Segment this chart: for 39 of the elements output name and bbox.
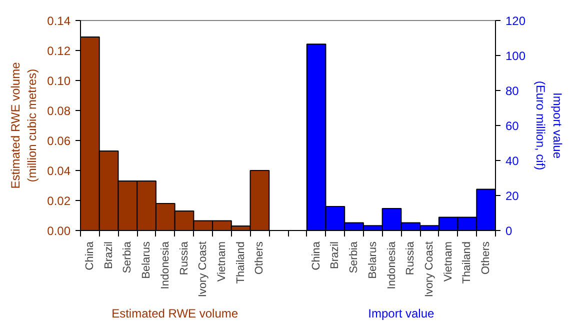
x-tick-label: Thailand xyxy=(461,241,474,284)
y2-tick-label: 80 xyxy=(506,84,520,98)
y2-axis-title: Import value (Euro million, cif) xyxy=(534,80,564,170)
y-tick-label: 0.12 xyxy=(47,44,71,58)
x-tick-label: Indonesia xyxy=(159,240,172,290)
x-tick-label: Others xyxy=(480,241,492,275)
y2-tick-label: 60 xyxy=(506,119,520,133)
x-tick-label: Vietnam xyxy=(216,242,228,282)
y-axis-title: Estimated RWE volume (million cubic metres) xyxy=(8,62,40,189)
y2-tick-label: 0 xyxy=(506,224,512,238)
y-tick-label: 0.10 xyxy=(47,74,71,88)
y2-tick-label: 40 xyxy=(506,154,520,168)
x-tick-label: Ivory Coast xyxy=(197,241,210,298)
x-tick-label: Others xyxy=(254,241,266,275)
y-tick-label: 0.06 xyxy=(47,134,71,148)
x-tick-label: Serbia xyxy=(348,240,360,274)
y2-tick-label: 100 xyxy=(506,49,526,63)
y-tick-label: 0.00 xyxy=(47,224,71,238)
text: Estimated RWE volume xyxy=(112,306,238,320)
x-tick-label: Serbia xyxy=(122,240,134,274)
x-tick-label: Ivory Coast xyxy=(423,241,436,298)
x-tick-label: Brazil xyxy=(329,241,342,270)
text: Import value xyxy=(368,306,435,320)
x-tick-label: Belarus xyxy=(366,241,379,279)
x-tick-label: Russia xyxy=(404,240,417,276)
x-tick-label: Belarus xyxy=(140,241,153,279)
x-tick-label: China xyxy=(310,240,322,270)
x-tick-label: China xyxy=(84,240,96,270)
y-tick-label: 0.02 xyxy=(47,194,71,208)
y-tick-label: 0.04 xyxy=(47,164,71,178)
y2-tick-label: 120 xyxy=(506,14,526,28)
x-tick-label: Vietnam xyxy=(442,242,454,282)
x-tick-label: Brazil xyxy=(102,241,115,270)
x-tick-label: Indonesia xyxy=(386,240,398,290)
y-tick-label: 0.08 xyxy=(47,104,71,118)
y2-tick-label: 20 xyxy=(506,189,520,203)
x-tick-label: Russia xyxy=(178,240,190,276)
y-tick-label: 0.14 xyxy=(47,14,71,28)
x-tick-label: Thailand xyxy=(234,241,247,284)
